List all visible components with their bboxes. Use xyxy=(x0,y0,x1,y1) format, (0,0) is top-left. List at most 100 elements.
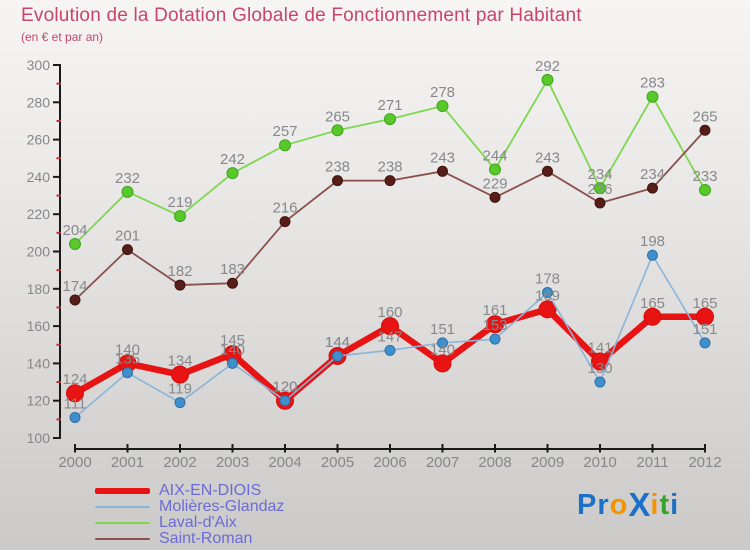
data-point-label: 140 xyxy=(220,341,245,358)
legend-swatch-line xyxy=(95,488,150,494)
data-point-label: 232 xyxy=(115,170,140,187)
data-point-label: 160 xyxy=(377,304,402,321)
legend-swatch-line xyxy=(95,521,150,525)
y-tick-label: 200 xyxy=(27,244,51,260)
legend-item: Molières-Glandaz xyxy=(95,499,284,515)
data-point xyxy=(69,411,81,423)
data-point xyxy=(226,167,239,180)
data-point xyxy=(121,185,134,198)
data-point-label: 178 xyxy=(535,271,560,288)
y-tick-label: 160 xyxy=(27,318,51,334)
data-point-label: 140 xyxy=(115,341,140,358)
data-point-label: 271 xyxy=(377,97,402,114)
logo-letter: o xyxy=(609,489,629,521)
data-point xyxy=(384,175,396,187)
x-tick-label: 2009 xyxy=(531,454,564,471)
data-point xyxy=(69,238,81,251)
x-tick-label: 2000 xyxy=(58,454,91,471)
data-point-label: 151 xyxy=(692,321,717,338)
data-point xyxy=(433,354,452,373)
data-point xyxy=(171,365,189,384)
data-point xyxy=(384,113,396,126)
y-tick-label: 100 xyxy=(27,430,51,446)
data-point-label: 201 xyxy=(115,228,140,245)
data-point xyxy=(489,191,501,203)
data-point-label: 145 xyxy=(220,332,245,349)
legend-item: Saint-Roman xyxy=(95,531,284,547)
x-tick-label: 2010 xyxy=(583,454,616,471)
data-point-label: 216 xyxy=(272,200,297,217)
data-point xyxy=(696,307,714,326)
data-point xyxy=(436,100,449,113)
data-point-label: 141 xyxy=(587,340,612,357)
y-tick-label: 240 xyxy=(27,169,51,185)
data-point-label: 135 xyxy=(115,351,140,368)
data-point-label: 165 xyxy=(692,295,717,312)
data-point-label: 283 xyxy=(640,75,665,92)
data-point xyxy=(69,294,81,306)
data-point-label: 234 xyxy=(587,166,612,183)
data-point-label: 257 xyxy=(272,123,297,140)
data-point-label: 265 xyxy=(692,108,717,125)
logo-letter: t xyxy=(659,489,671,521)
data-point-label: 198 xyxy=(640,233,665,250)
data-point xyxy=(331,124,344,137)
data-point-label: 144 xyxy=(325,334,350,351)
data-point-label: 119 xyxy=(168,381,192,398)
data-point-label: 226 xyxy=(587,181,612,198)
x-tick-label: 2006 xyxy=(373,454,406,471)
x-tick-label: 2005 xyxy=(321,454,354,471)
x-tick-label: 2007 xyxy=(426,454,459,471)
x-tick-label: 2002 xyxy=(163,454,196,471)
data-point-label: 233 xyxy=(692,168,717,185)
data-point-label: 130 xyxy=(587,360,612,377)
data-point xyxy=(699,183,711,196)
legend-item: AIX-EN-DIOIS xyxy=(95,483,284,499)
data-point-label: 204 xyxy=(62,222,87,239)
proxiti-logo: ProXiti xyxy=(577,486,679,524)
data-point-label: 234 xyxy=(640,166,665,183)
data-point xyxy=(699,337,711,349)
data-point-label: 120 xyxy=(272,379,297,396)
data-point-label: 278 xyxy=(430,84,455,101)
data-point xyxy=(486,315,504,334)
data-point xyxy=(174,210,186,223)
y-tick-label: 120 xyxy=(27,393,51,409)
data-point-label: 219 xyxy=(167,194,192,211)
legend-label: Molières-Glandaz xyxy=(159,498,285,515)
data-point xyxy=(227,277,238,289)
data-point-label: 140 xyxy=(430,341,455,358)
logo-letter: i xyxy=(670,489,680,521)
data-point xyxy=(227,357,238,369)
data-point-label: 169 xyxy=(535,287,560,304)
data-point xyxy=(489,333,501,345)
data-point-label: 243 xyxy=(535,149,560,166)
data-point xyxy=(279,216,291,228)
data-point-label: 182 xyxy=(167,263,192,280)
legend-label: AIX-EN-DIOIS xyxy=(159,482,262,499)
page-subtitle: (en € et par an) xyxy=(21,30,104,44)
data-point-label: 238 xyxy=(377,159,402,176)
y-tick-label: 300 xyxy=(27,57,51,73)
data-point xyxy=(174,397,186,409)
data-point xyxy=(332,350,343,362)
y-tick-label: 280 xyxy=(27,94,51,110)
data-point xyxy=(279,139,291,152)
data-point-label: 144 xyxy=(325,334,350,351)
data-point-label: 229 xyxy=(482,175,507,192)
y-tick-label: 180 xyxy=(27,281,51,297)
logo-letter: X xyxy=(628,486,651,523)
data-point xyxy=(646,90,659,103)
data-point xyxy=(594,197,606,209)
data-point-label: 292 xyxy=(535,58,560,75)
x-tick-label: 2011 xyxy=(636,454,668,471)
data-point xyxy=(542,287,553,299)
chart-header: Evolution de la Dotation Globale de Fonc… xyxy=(21,5,582,44)
chart-legend: AIX-EN-DIOIS Molières-Glandaz Laval-d'Aix S… xyxy=(95,483,284,547)
x-tick-label: 2008 xyxy=(478,454,511,471)
data-point-label: 151 xyxy=(430,321,455,338)
x-tick-label: 2001 xyxy=(111,454,144,471)
data-point-label: 120 xyxy=(272,379,297,396)
data-point-label: 244 xyxy=(482,147,507,164)
